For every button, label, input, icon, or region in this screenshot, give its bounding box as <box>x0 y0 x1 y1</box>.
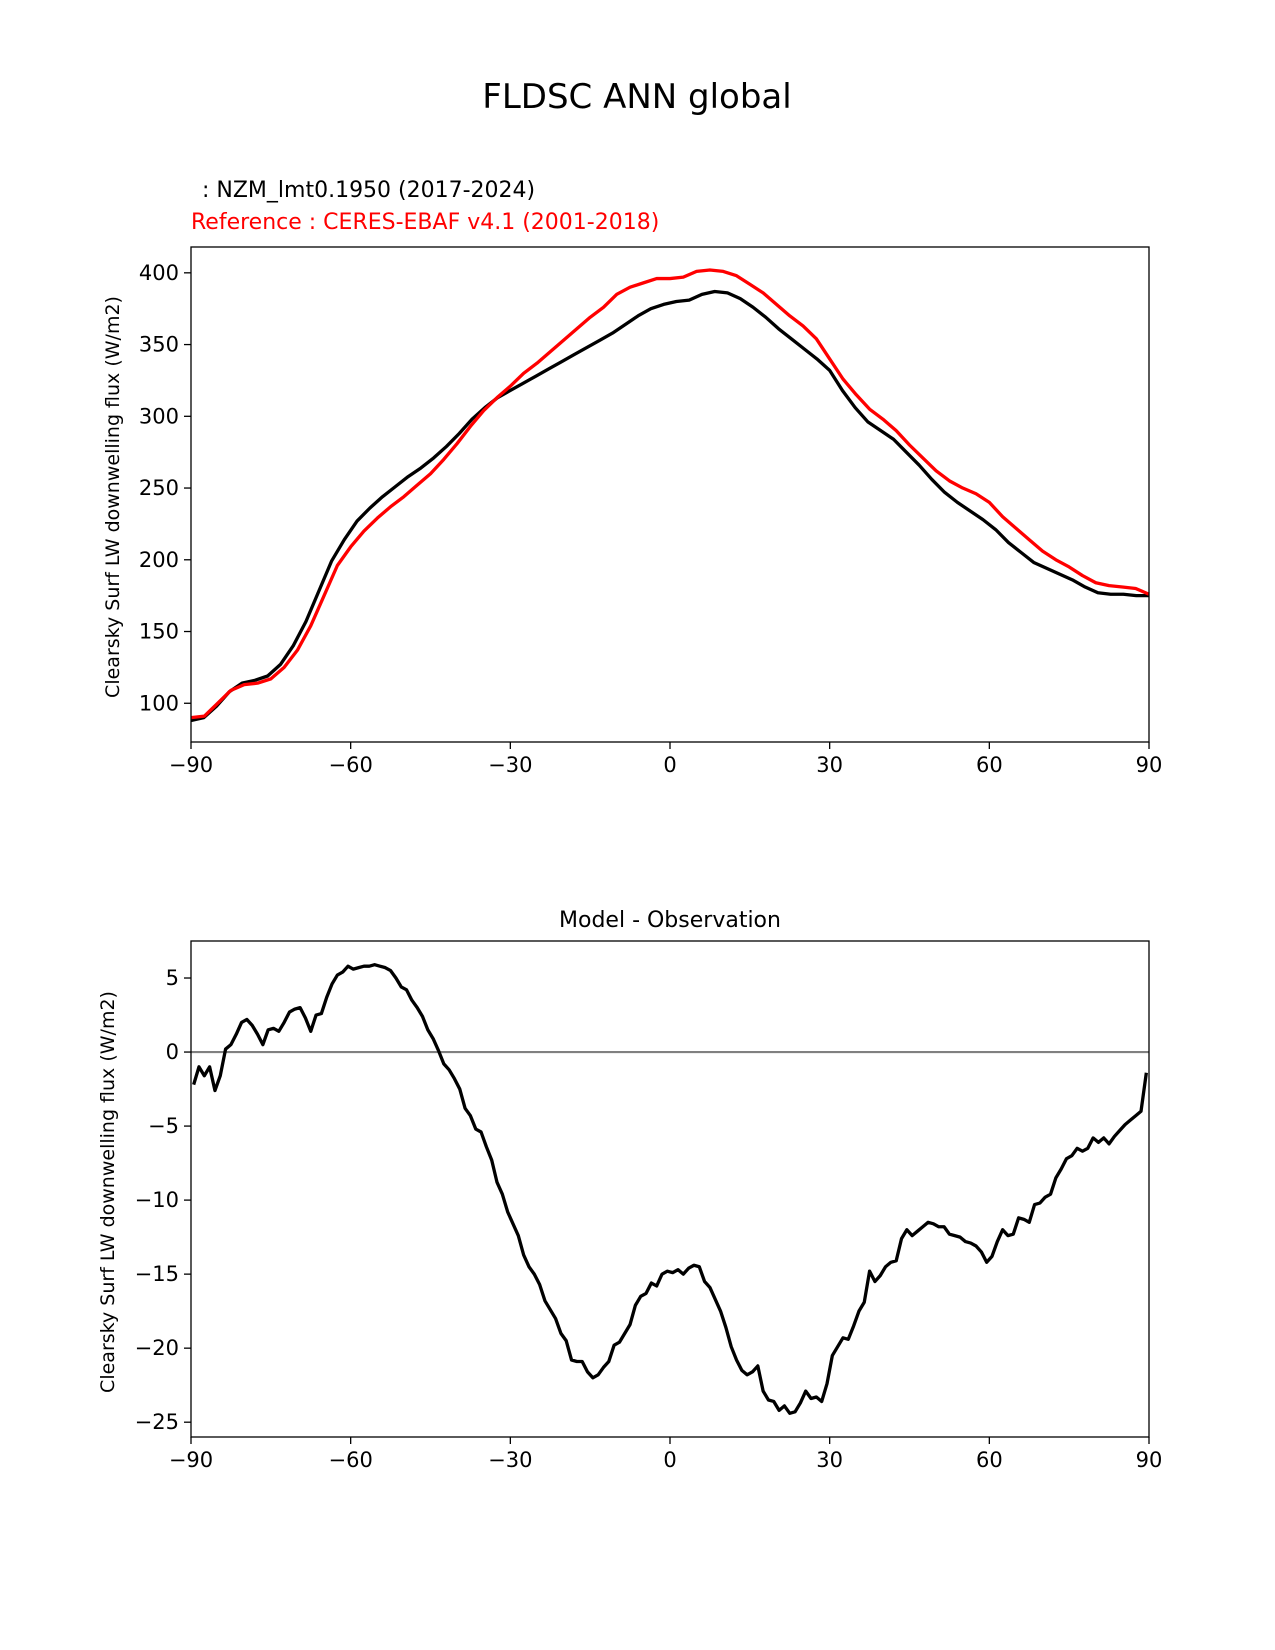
x-tick-label: 90 <box>1136 753 1163 777</box>
top-plot-frame <box>190 246 1150 743</box>
series-line-reference <box>190 268 1150 720</box>
x-tick-label: 60 <box>976 753 1003 777</box>
test-label: : NZM_lmt0.1950 (2017-2024) <box>195 178 535 203</box>
x-tick-label: −60 <box>329 753 373 777</box>
figure-title: FLDSC ANN global <box>482 77 791 117</box>
y-tick-label: −20 <box>135 1336 179 1360</box>
y-tick-label: 150 <box>139 620 179 644</box>
y-tick-label: 200 <box>139 548 179 572</box>
y-tick-label: 100 <box>139 691 179 715</box>
y-tick-label: 0 <box>166 1040 179 1064</box>
y-tick-label: 300 <box>139 404 179 428</box>
y-tick-label: −10 <box>135 1188 179 1212</box>
y-tick-label: 350 <box>139 333 179 357</box>
series-line-test <box>190 289 1149 723</box>
x-tick-label: 60 <box>976 1448 1003 1472</box>
bottom-ylabel: Clearsky Surf LW downwelling flux (W/m2) <box>97 991 119 1393</box>
x-tick-label: 0 <box>663 1448 676 1472</box>
x-tick-label: 90 <box>1136 1448 1163 1472</box>
x-tick-label: −90 <box>169 1448 213 1472</box>
x-tick-label: 30 <box>816 1448 843 1472</box>
y-tick-label: −5 <box>148 1114 179 1138</box>
y-tick-label: 5 <box>166 966 179 990</box>
x-tick-label: 30 <box>816 753 843 777</box>
x-tick-label: −30 <box>488 1448 532 1472</box>
series-line-model-observation <box>192 963 1148 1415</box>
top-ylabel: Clearsky Surf LW downwelling flux (W/m2) <box>102 296 124 698</box>
reference-label: Reference : CERES-EBAF v4.1 (2001-2018) <box>191 210 659 235</box>
y-tick-label: 250 <box>139 476 179 500</box>
bottom-plot-frame <box>190 940 1150 1438</box>
x-tick-label: 0 <box>663 753 676 777</box>
x-tick-label: −90 <box>169 753 213 777</box>
y-tick-label: −25 <box>135 1410 179 1434</box>
bottom-title: Model - Observation <box>559 908 781 933</box>
y-tick-label: 400 <box>139 261 179 285</box>
y-tick-label: −15 <box>135 1262 179 1286</box>
bottom-panel: Model - Observation Clearsky Surf LW dow… <box>97 908 1162 1472</box>
x-tick-label: −60 <box>329 1448 373 1472</box>
x-tick-label: −30 <box>488 753 532 777</box>
top-panel: : NZM_lmt0.1950 (2017-2024) Reference : … <box>102 178 1162 777</box>
